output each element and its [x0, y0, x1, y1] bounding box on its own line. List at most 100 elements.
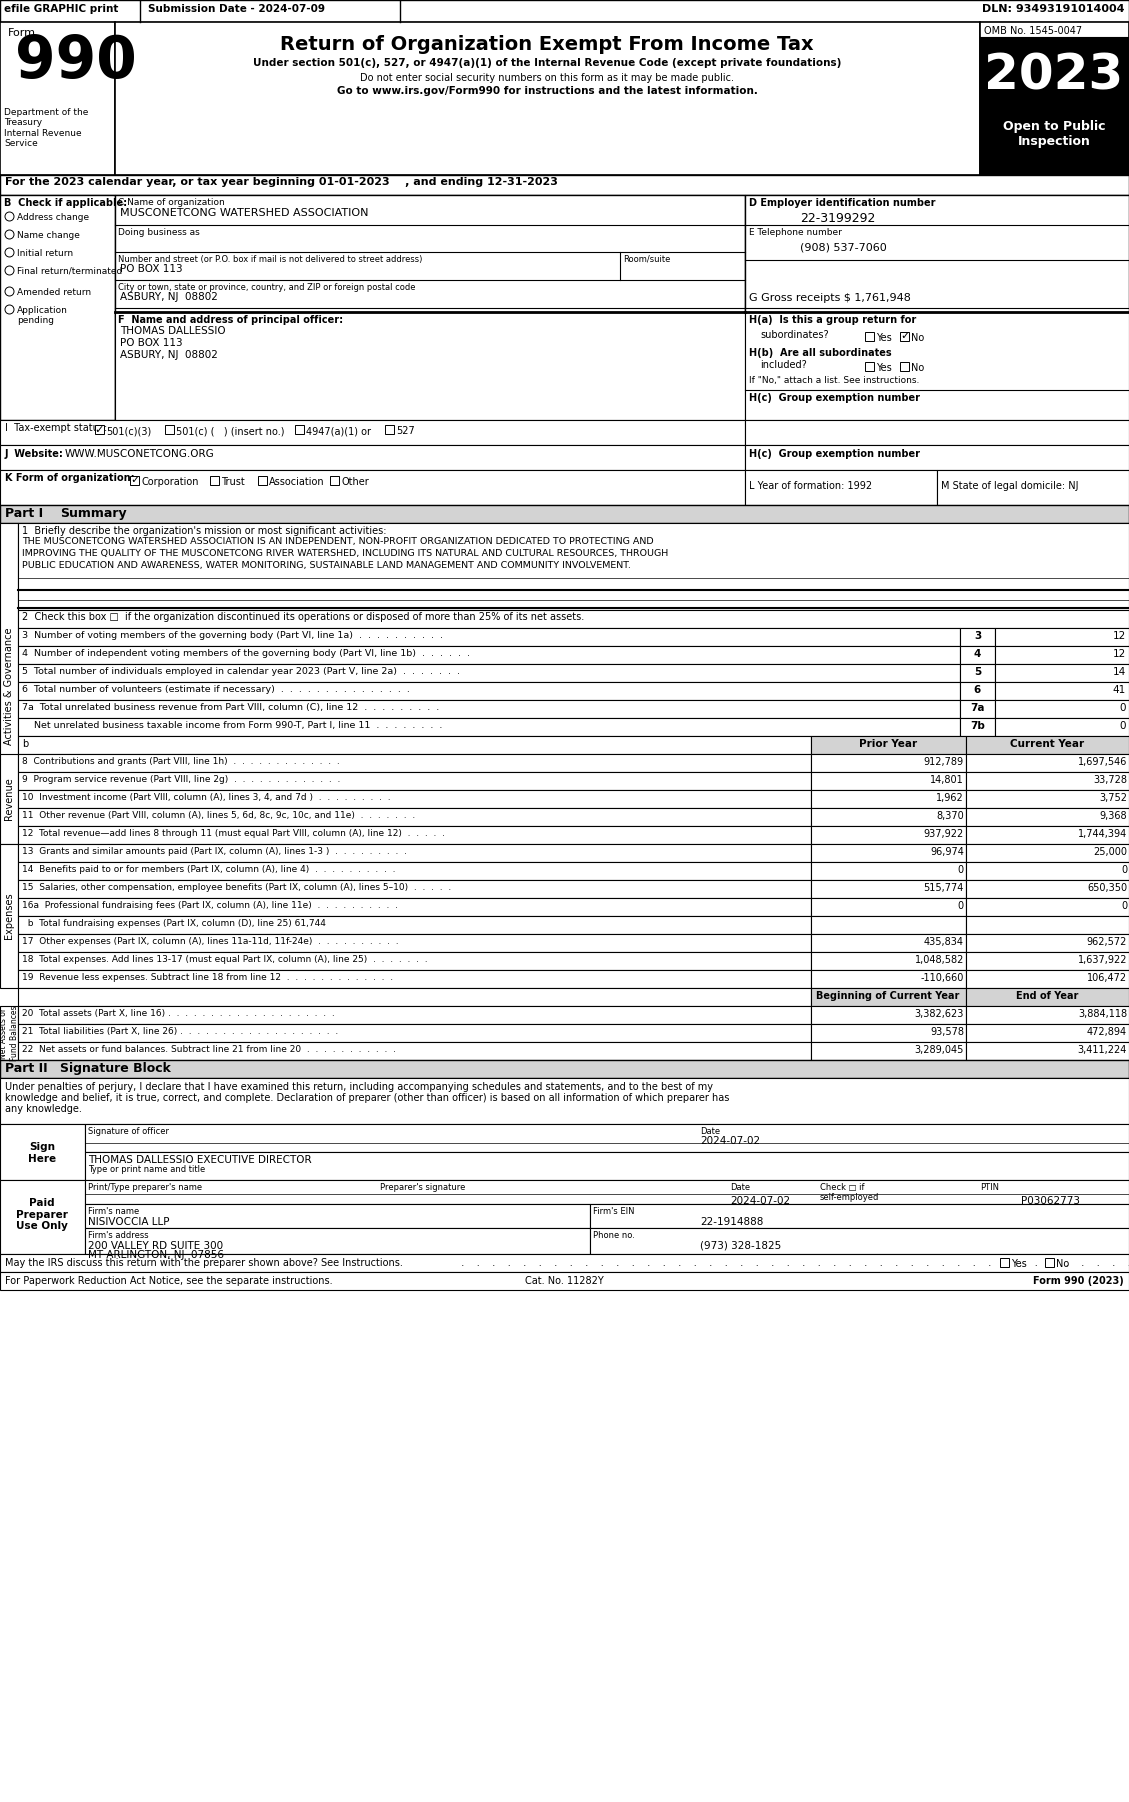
- Bar: [0, 470, 745, 505]
- Bar: [980, 38, 1129, 114]
- Bar: [0, 1272, 1129, 1290]
- Text: 4947(a)(1) or: 4947(a)(1) or: [306, 425, 371, 436]
- Text: Go to www.irs.gov/Form990 for instructions and the latest information.: Go to www.irs.gov/Form990 for instructio…: [336, 86, 758, 96]
- Bar: [0, 22, 115, 175]
- Bar: [865, 362, 874, 371]
- Text: PO BOX 113: PO BOX 113: [120, 265, 183, 274]
- Text: K Form of organization:: K Form of organization:: [5, 472, 134, 483]
- Text: 1,744,394: 1,744,394: [1078, 829, 1127, 840]
- Text: 0: 0: [957, 865, 964, 876]
- Bar: [1045, 1258, 1054, 1267]
- Bar: [18, 523, 1129, 611]
- Text: 17  Other expenses (Part IX, column (A), lines 11a-11d, 11f-24e)  .  .  .  .  . : 17 Other expenses (Part IX, column (A), …: [21, 937, 399, 946]
- Bar: [811, 897, 966, 915]
- Bar: [960, 629, 995, 645]
- Bar: [85, 1124, 1129, 1151]
- Text: 1,697,546: 1,697,546: [1077, 757, 1127, 768]
- Text: 2  Check this box □  if the organization discontinued its operations or disposed: 2 Check this box □ if the organization d…: [21, 613, 584, 622]
- Text: Other: Other: [341, 478, 369, 487]
- Bar: [18, 645, 960, 663]
- Text: H(c)  Group exemption number: H(c) Group exemption number: [749, 393, 920, 404]
- Bar: [330, 476, 339, 485]
- Text: Form 990 (2023): Form 990 (2023): [1033, 1276, 1124, 1287]
- Bar: [995, 681, 1129, 699]
- Bar: [0, 195, 115, 420]
- Text: Return of Organization Exempt From Income Tax: Return of Organization Exempt From Incom…: [280, 34, 814, 54]
- Text: 13  Grants and similar amounts paid (Part IX, column (A), lines 1-3 )  .  .  .  : 13 Grants and similar amounts paid (Part…: [21, 847, 406, 856]
- Text: Print/Type preparer's name: Print/Type preparer's name: [88, 1182, 202, 1191]
- Text: 14,801: 14,801: [930, 775, 964, 786]
- Bar: [18, 987, 811, 1006]
- Text: G Gross receipts $ 1,761,948: G Gross receipts $ 1,761,948: [749, 294, 911, 303]
- Bar: [18, 753, 811, 771]
- Bar: [165, 425, 174, 434]
- Text: E Telephone number: E Telephone number: [749, 229, 842, 238]
- Text: 19  Revenue less expenses. Subtract line 18 from line 12  .  .  .  .  .  .  .  .: 19 Revenue less expenses. Subtract line …: [21, 973, 393, 982]
- Text: L Year of formation: 1992: L Year of formation: 1992: [749, 481, 872, 490]
- Text: 2024-07-02: 2024-07-02: [730, 1197, 790, 1206]
- Text: 93,578: 93,578: [930, 1027, 964, 1036]
- Bar: [95, 425, 104, 434]
- Text: ✓: ✓: [900, 332, 909, 342]
- Text: 990: 990: [15, 32, 137, 90]
- Text: 21  Total liabilities (Part X, line 26) .  .  .  .  .  .  .  .  .  .  .  .  .  .: 21 Total liabilities (Part X, line 26) .…: [21, 1027, 339, 1036]
- Text: 515,774: 515,774: [924, 883, 964, 894]
- Text: 8,370: 8,370: [936, 811, 964, 822]
- Text: I  Tax-exempt status:: I Tax-exempt status:: [5, 423, 107, 432]
- Text: 200 VALLEY RD SUITE 300: 200 VALLEY RD SUITE 300: [88, 1242, 224, 1251]
- Bar: [18, 861, 811, 879]
- Text: For the 2023 calendar year, or tax year beginning 01-01-2023    , and ending 12-: For the 2023 calendar year, or tax year …: [5, 177, 558, 187]
- Text: Yes: Yes: [1010, 1260, 1026, 1269]
- Bar: [966, 825, 1129, 843]
- Text: 15  Salaries, other compensation, employee benefits (Part IX, column (A), lines : 15 Salaries, other compensation, employe…: [21, 883, 452, 892]
- Text: .    .    .    .    .    .    .    .    .    .    .    .    .    .    .    .    : . . . . . . . . . . . . . . . .: [455, 1258, 1129, 1269]
- Text: any knowledge.: any knowledge.: [5, 1105, 82, 1114]
- Text: Type or print name and title: Type or print name and title: [88, 1166, 205, 1173]
- Bar: [85, 1180, 1129, 1204]
- Text: 9  Program service revenue (Part VIII, line 2g)  .  .  .  .  .  .  .  .  .  .  .: 9 Program service revenue (Part VIII, li…: [21, 775, 340, 784]
- Bar: [745, 445, 1129, 470]
- Text: Net Assets or
Fund Balances: Net Assets or Fund Balances: [0, 1006, 19, 1061]
- Text: Firm's address: Firm's address: [88, 1231, 149, 1240]
- Text: Form: Form: [8, 29, 36, 38]
- Bar: [18, 825, 811, 843]
- Bar: [115, 22, 980, 175]
- Text: DLN: 93493191014004: DLN: 93493191014004: [981, 4, 1124, 14]
- Text: 650,350: 650,350: [1087, 883, 1127, 894]
- Text: Room/suite: Room/suite: [623, 256, 671, 265]
- Bar: [966, 1024, 1129, 1042]
- Text: Current Year: Current Year: [1010, 739, 1084, 750]
- Bar: [966, 861, 1129, 879]
- Text: 4: 4: [974, 649, 981, 660]
- Text: ✓: ✓: [130, 476, 139, 485]
- Bar: [0, 1124, 85, 1180]
- Bar: [745, 470, 937, 505]
- Bar: [811, 933, 966, 951]
- Text: H(c)  Group exemption number: H(c) Group exemption number: [749, 449, 920, 460]
- Text: Date: Date: [700, 1126, 720, 1135]
- Text: 14: 14: [1113, 667, 1126, 678]
- Bar: [115, 312, 745, 420]
- Text: No: No: [911, 333, 925, 342]
- Text: 106,472: 106,472: [1087, 973, 1127, 984]
- Text: 2024-07-02: 2024-07-02: [700, 1135, 760, 1146]
- Text: P03062773: P03062773: [1021, 1197, 1080, 1206]
- Bar: [966, 1042, 1129, 1060]
- Text: H(a)  Is this a group return for: H(a) Is this a group return for: [749, 315, 917, 324]
- Text: 0: 0: [957, 901, 964, 912]
- Text: Amended return: Amended return: [17, 288, 91, 297]
- Bar: [18, 915, 811, 933]
- Text: included?: included?: [760, 360, 807, 369]
- Bar: [18, 879, 811, 897]
- Bar: [995, 717, 1129, 735]
- Text: NISIVOCCIA LLP: NISIVOCCIA LLP: [88, 1216, 169, 1227]
- Bar: [85, 1151, 1129, 1180]
- Text: 4  Number of independent voting members of the governing body (Part VI, line 1b): 4 Number of independent voting members o…: [21, 649, 470, 658]
- Bar: [0, 1078, 1129, 1124]
- Text: May the IRS discuss this return with the preparer shown above? See Instructions.: May the IRS discuss this return with the…: [5, 1258, 403, 1269]
- Text: End of Year: End of Year: [1016, 991, 1078, 1000]
- Bar: [966, 933, 1129, 951]
- Text: Submission Date - 2024-07-09: Submission Date - 2024-07-09: [148, 4, 325, 14]
- Bar: [966, 951, 1129, 969]
- Text: 3,289,045: 3,289,045: [914, 1045, 964, 1054]
